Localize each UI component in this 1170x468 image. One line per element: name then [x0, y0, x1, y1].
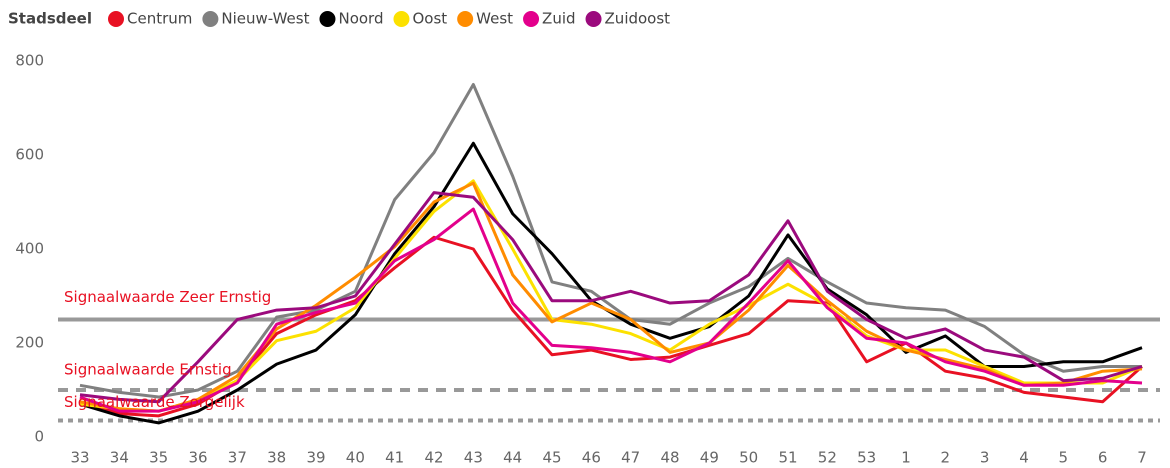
legend-label: Nieuw-West	[221, 10, 309, 28]
x-tick-label: 1	[901, 449, 911, 467]
reference-label: Signaalwaarde Zorgelijk	[64, 393, 245, 411]
legend-swatch	[523, 11, 540, 27]
x-tick-label: 46	[582, 449, 601, 467]
legend-label: Centrum	[127, 10, 192, 28]
legend-label: Zuidoost	[605, 10, 671, 28]
x-tick-label: 51	[778, 449, 797, 467]
legend-label: Oost	[412, 10, 447, 28]
series-line	[79, 207, 1143, 413]
x-tick-label: 33	[70, 449, 89, 467]
legend-swatch	[319, 11, 336, 27]
x-tick-label: 47	[621, 449, 640, 467]
reference-label: Signaalwaarde Zeer Ernstig	[64, 288, 271, 306]
legend-label: Zuid	[542, 10, 575, 28]
y-tick-label: 0	[34, 428, 44, 446]
legend-swatch	[108, 11, 124, 27]
series-line	[79, 83, 1142, 399]
x-tick-label: 35	[149, 449, 168, 467]
x-tick-label: 49	[700, 449, 719, 467]
y-tick-label: 400	[15, 240, 44, 258]
legend-swatch	[393, 11, 410, 27]
x-tick-label: 53	[857, 449, 876, 467]
x-tick-label: 39	[306, 449, 325, 467]
x-tick-label: 4	[1019, 449, 1029, 467]
y-tick-label: 200	[15, 334, 44, 352]
x-tick-label: 45	[542, 449, 561, 467]
x-tick-label: 41	[385, 449, 404, 467]
x-tick-label: 37	[228, 449, 247, 467]
y-tick-label: 800	[15, 52, 44, 70]
x-tick-label: 43	[464, 449, 483, 467]
legend-title: Stadsdeel	[8, 10, 92, 28]
x-tick-label: 2	[941, 449, 951, 467]
x-tick-label: 52	[818, 449, 837, 467]
x-tick-label: 48	[660, 449, 679, 467]
series-line	[79, 235, 1144, 418]
x-tick-label: 6	[1098, 449, 1108, 467]
x-tick-label: 36	[188, 449, 207, 467]
legend-swatch	[202, 11, 219, 27]
x-tick-label: 44	[503, 449, 522, 467]
series-line	[79, 191, 1143, 404]
x-tick-label: 3	[980, 449, 990, 467]
reference-label: Signaalwaarde Ernstig	[64, 361, 232, 379]
x-tick-label: 7	[1137, 449, 1147, 467]
x-tick-label: 42	[424, 449, 443, 467]
x-tick-label: 34	[110, 449, 129, 467]
x-tick-label: 38	[267, 449, 286, 467]
legend-label: Noord	[338, 10, 383, 28]
x-tick-label: 50	[739, 449, 758, 467]
x-tick-label: 40	[346, 449, 365, 467]
legend-label: West	[476, 10, 513, 28]
legend-swatch	[585, 11, 602, 27]
legend-swatch	[457, 11, 474, 27]
series-line	[79, 179, 1143, 413]
y-tick-label: 600	[15, 146, 44, 164]
x-tick-label: 5	[1059, 449, 1069, 467]
